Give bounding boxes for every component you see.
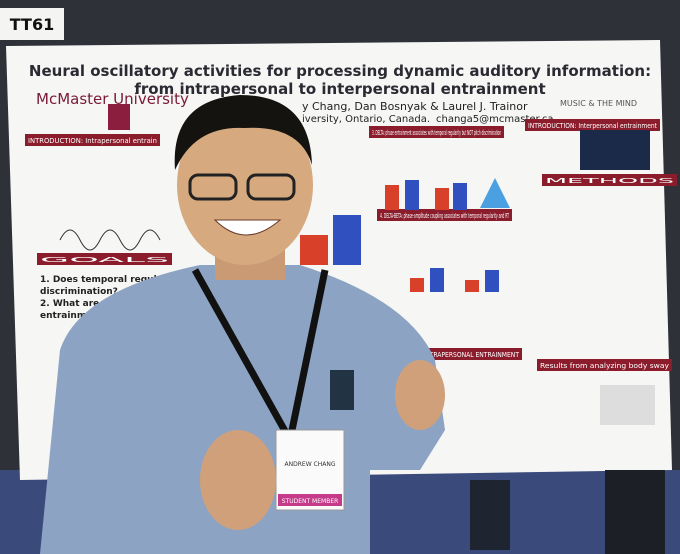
poster-figure bbox=[480, 178, 510, 208]
section-header: 3. DELTA: phase entrainment associates w… bbox=[372, 129, 501, 137]
poster-figure bbox=[435, 188, 449, 210]
poster-figure bbox=[405, 180, 419, 210]
section-header-bar bbox=[542, 174, 677, 186]
section-header-bar bbox=[537, 359, 672, 371]
person-hair bbox=[174, 95, 312, 170]
section-header: GOALS bbox=[40, 256, 172, 264]
poster-figure bbox=[410, 278, 424, 292]
partner-logo: MUSIC & THE MIND bbox=[560, 99, 637, 108]
sign-board bbox=[0, 8, 64, 40]
glasses bbox=[188, 173, 238, 201]
section-header: METHODS bbox=[545, 177, 676, 185]
section-header: Results from analyzing body sway bbox=[540, 362, 669, 370]
section-header-bar bbox=[377, 209, 512, 221]
section-header-bar bbox=[25, 134, 160, 146]
sign-text: TT61 bbox=[10, 15, 54, 34]
poster-figure bbox=[333, 215, 361, 265]
poster-figure bbox=[465, 280, 479, 292]
section-header: 4. DELTA-BETA: phase-amplitude coupling … bbox=[380, 212, 509, 220]
passerby bbox=[605, 470, 665, 554]
person-hand bbox=[200, 430, 276, 530]
person-face bbox=[177, 105, 313, 265]
poster-sections: INTRODUCTION: Intrapersonal entrain GOALS… bbox=[25, 119, 677, 371]
pin bbox=[330, 370, 354, 410]
section-header: INTRODUCTION: Intrapersonal entrain bbox=[28, 137, 157, 145]
badge-strip bbox=[278, 494, 342, 506]
crest bbox=[108, 104, 130, 130]
poster-figure bbox=[300, 235, 328, 265]
poster-figure bbox=[485, 270, 499, 292]
passerby bbox=[470, 480, 510, 550]
poster-figure bbox=[600, 385, 655, 425]
poster-affiliation: iversity, Ontario, Canada. bbox=[302, 114, 430, 125]
poster-figure bbox=[385, 185, 399, 210]
section-header: SUMMARY: INTRAPERSONAL ENTRAINMENT bbox=[390, 351, 520, 359]
goal-item: discrimination? bbox=[40, 287, 118, 297]
poster-title: from intrapersonal to interpersonal entr… bbox=[134, 80, 545, 98]
section-header-bar bbox=[369, 126, 504, 138]
badge-name: ANDREW CHANG bbox=[285, 461, 336, 468]
badge-label: STUDENT MEMBER bbox=[282, 498, 339, 505]
person-hand bbox=[395, 360, 445, 430]
glasses bbox=[246, 173, 296, 201]
poster-email: changa5@mcmaster.ca bbox=[436, 114, 554, 125]
section-header: INTRODUCTION: Interpersonal entrainment bbox=[528, 122, 657, 130]
section-header-bar bbox=[37, 253, 172, 265]
section-header-bar bbox=[525, 119, 660, 131]
person-smile bbox=[213, 219, 282, 236]
poster-figure bbox=[59, 229, 161, 251]
logo: McMaster University bbox=[36, 90, 189, 108]
poster-figure bbox=[453, 183, 467, 210]
poster-title: Neural oscillatory activities for proces… bbox=[29, 62, 651, 80]
poster-figure bbox=[430, 268, 444, 292]
poster-authors: y Chang, Dan Bosnyak & Laurel J. Trainor bbox=[302, 100, 528, 113]
poster-photo bbox=[580, 130, 650, 170]
